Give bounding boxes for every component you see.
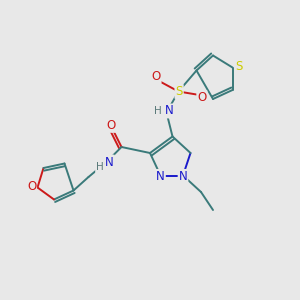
Text: O: O bbox=[27, 180, 36, 194]
Text: N: N bbox=[156, 170, 165, 183]
Text: O: O bbox=[106, 119, 116, 132]
Text: H: H bbox=[154, 106, 162, 116]
Text: H: H bbox=[96, 162, 104, 172]
Text: N: N bbox=[164, 104, 173, 118]
Text: O: O bbox=[152, 70, 160, 83]
Text: O: O bbox=[197, 91, 206, 104]
Text: N: N bbox=[105, 155, 114, 169]
Text: N: N bbox=[178, 170, 188, 183]
Text: S: S bbox=[236, 59, 243, 73]
Text: S: S bbox=[176, 85, 183, 98]
